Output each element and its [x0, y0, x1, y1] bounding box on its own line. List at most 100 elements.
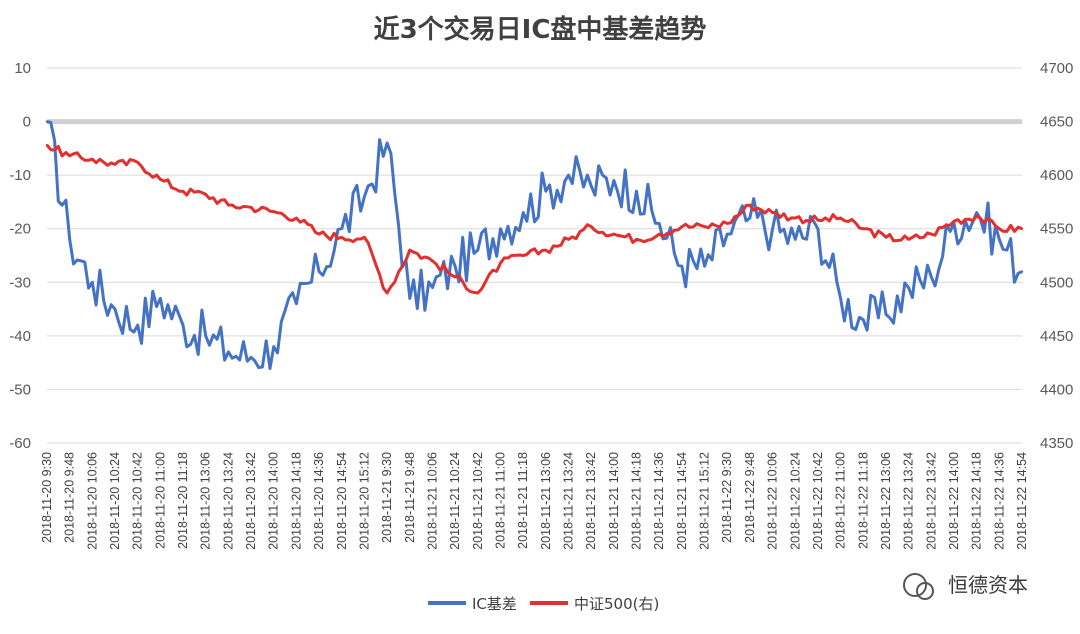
- data-point: [884, 236, 888, 239]
- data-point: [952, 220, 956, 223]
- data-point: [998, 238, 1001, 241]
- left-tick-label: -20: [9, 221, 31, 238]
- left-tick-label: -30: [9, 274, 31, 291]
- right-tick-label: 4650: [1040, 114, 1073, 131]
- data-point: [907, 286, 910, 289]
- x-tick-label: 2018-11-22 13:06: [879, 452, 893, 550]
- data-point: [340, 236, 343, 239]
- left-tick-label: -10: [9, 167, 31, 184]
- x-tick-label: 2018-11-21 13:06: [539, 452, 553, 550]
- data-point: [771, 211, 774, 214]
- left-axis-ticks: 10 0 -10 -20 -30 -40 -50 -60: [9, 60, 31, 452]
- x-tick-label: 2018-11-22 9:30: [720, 452, 734, 543]
- data-point: [794, 238, 797, 241]
- x-tick-label: 2018-11-21 10:06: [425, 452, 439, 550]
- data-point: [635, 190, 638, 193]
- x-tick-label: 2018-11-22 10:24: [788, 452, 802, 550]
- data-point: [884, 313, 888, 316]
- data-point: [295, 302, 298, 305]
- legend-label: IC基差: [472, 595, 517, 613]
- data-point: [1020, 270, 1024, 273]
- data-point: [45, 120, 49, 123]
- data-point: [317, 232, 321, 236]
- left-tick-label: -50: [9, 381, 31, 398]
- x-tick-label: 2018-11-20 9:48: [63, 452, 77, 543]
- x-tick-label: 2018-11-20 15:12: [357, 452, 371, 550]
- data-point: [204, 334, 207, 338]
- data-point: [204, 193, 207, 196]
- data-point: [295, 216, 298, 220]
- data-point: [317, 270, 321, 273]
- x-tick-label: 2018-11-20 13:42: [244, 452, 258, 550]
- data-point: [431, 286, 434, 289]
- data-point: [272, 345, 275, 348]
- x-tick-label: 2018-11-20 13:06: [199, 452, 213, 550]
- data-point: [816, 218, 820, 222]
- data-point: [363, 236, 366, 239]
- data-point: [658, 222, 661, 225]
- gridlines: [47, 67, 1022, 444]
- x-tick-label: 2018-11-22 10:06: [766, 452, 780, 550]
- x-tick-label: 2018-11-22 14:00: [947, 452, 961, 550]
- data-point: [408, 248, 411, 252]
- series-lines: [45, 120, 1024, 370]
- wechat-icon-bubble: [916, 582, 934, 600]
- data-point: [476, 248, 480, 252]
- data-point: [363, 195, 366, 198]
- x-tick-label: 2018-11-22 13:24: [902, 452, 916, 550]
- x-tick-label: 2018-11-20 10:42: [131, 452, 145, 550]
- data-point: [91, 157, 94, 161]
- data-point: [499, 227, 502, 230]
- watermark-text: 恒德资本: [948, 573, 1028, 597]
- data-point: [930, 232, 933, 236]
- x-tick-label: 2018-11-22 10:42: [811, 452, 825, 550]
- x-tick-label: 2018-11-20 14:54: [335, 452, 349, 550]
- right-tick-label: 4600: [1040, 167, 1073, 184]
- data-point: [544, 248, 548, 252]
- right-tick-label: 4500: [1040, 274, 1073, 291]
- data-point: [839, 297, 842, 300]
- right-axis-ticks: 4700 4650 4600 4550 4500 4450 4400 4350: [1040, 60, 1073, 452]
- data-point: [680, 225, 684, 228]
- x-tick-label: 2018-11-20 10:06: [85, 452, 99, 550]
- data-point: [703, 225, 706, 228]
- x-tick-label: 2018-11-22 14:18: [970, 452, 984, 550]
- x-tick-label: 2018-11-20 14:18: [289, 452, 303, 550]
- data-point: [68, 238, 71, 241]
- data-point: [726, 222, 729, 225]
- x-tick-label: 2018-11-20 10:24: [108, 452, 122, 550]
- data-point: [499, 261, 502, 265]
- data-point: [589, 184, 593, 188]
- x-tick-label: 2018-11-21 13:24: [562, 452, 576, 550]
- data-point: [816, 227, 820, 230]
- data-point: [181, 323, 185, 327]
- data-point: [385, 291, 389, 295]
- x-tick-label: 2018-11-21 14:00: [607, 452, 621, 550]
- data-point: [612, 232, 616, 236]
- legend-label: 中证500(右): [574, 595, 659, 613]
- data-point: [45, 143, 49, 147]
- data-point: [544, 190, 548, 193]
- data-point: [136, 161, 139, 164]
- x-tick-label: 2018-11-20 11:00: [153, 452, 167, 549]
- x-tick-label: 2018-11-20 9:30: [40, 452, 54, 543]
- x-tick-label: 2018-11-20 11:18: [176, 452, 190, 549]
- x-tick-label: 2018-11-21 13:42: [584, 452, 598, 550]
- data-point: [113, 163, 117, 166]
- data-point: [567, 173, 570, 177]
- data-point: [726, 232, 729, 236]
- x-tick-label: 2018-11-22 11:18: [856, 452, 870, 549]
- data-point: [227, 203, 230, 207]
- data-point: [1020, 227, 1024, 230]
- x-tick-label: 2018-11-22 9:48: [743, 452, 757, 543]
- x-tick-label: 2018-11-21 14:54: [675, 452, 689, 550]
- data-point: [998, 227, 1001, 230]
- data-point: [635, 238, 638, 241]
- data-point: [862, 227, 865, 230]
- x-tick-label: 2018-11-21 11:18: [516, 452, 530, 549]
- data-point: [794, 216, 797, 220]
- data-point: [408, 297, 411, 300]
- data-point: [748, 216, 752, 220]
- x-tick-label: 2018-11-21 10:42: [471, 452, 485, 550]
